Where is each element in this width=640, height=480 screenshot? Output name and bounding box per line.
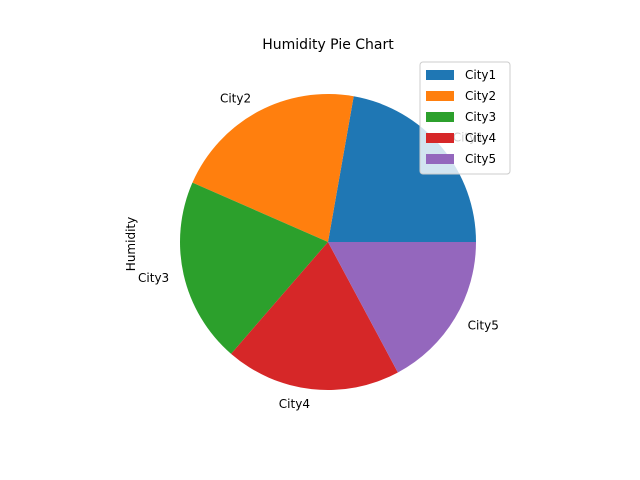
legend-label-city4: City4 — [465, 131, 496, 145]
legend-entries: City1 City2 City3 City4 City5 — [426, 68, 496, 166]
slice-label-city3: City3 — [138, 271, 169, 285]
pie-slice-city1 — [328, 96, 476, 243]
legend-label-city1: City1 — [465, 68, 496, 82]
legend-label-city3: City3 — [465, 110, 496, 124]
pie-slice-city4 — [231, 242, 398, 391]
legend-label-city2: City2 — [465, 89, 496, 103]
legend-swatch-city1 — [426, 70, 454, 80]
legend-label-city5: City5 — [465, 152, 496, 166]
legend-swatch-city2 — [426, 91, 454, 101]
pie-slices — [180, 93, 476, 391]
slice-label-city5: City5 — [468, 319, 499, 333]
pie-slice-city5 — [328, 242, 476, 373]
y-axis-label: Humidity — [124, 217, 138, 271]
pie-slice-city2 — [192, 93, 354, 242]
slice-label-city2: City2 — [220, 91, 251, 105]
legend-frame — [419, 61, 511, 175]
chart-title: Humidity Pie Chart — [262, 37, 394, 53]
legend-swatch-city3 — [426, 112, 454, 122]
legend: City1 City2 City3 City4 City5 — [419, 61, 511, 175]
legend-swatch-city4 — [426, 133, 454, 143]
slice-label-city4: City4 — [279, 397, 310, 411]
pie-slice-city3 — [180, 182, 328, 354]
legend-swatch-city5 — [426, 154, 454, 164]
